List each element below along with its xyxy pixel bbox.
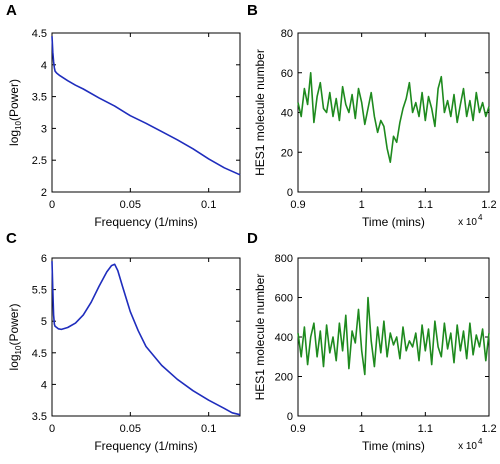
y-axis-label-d: HES1 molecule number bbox=[253, 274, 267, 401]
y-tick-label-b: 40 bbox=[281, 108, 293, 120]
y-tick-label-a: 3.5 bbox=[32, 92, 47, 104]
x-tick-label-b: 0.9 bbox=[290, 199, 305, 211]
x-tick-label-b: 1 bbox=[359, 199, 365, 211]
series-line-a bbox=[51, 36, 241, 176]
panel-letter-a: A bbox=[6, 2, 17, 19]
y-axis-label-b: HES1 molecule number bbox=[253, 49, 267, 176]
y-tick-label-d: 800 bbox=[275, 253, 293, 265]
x-tick-label-c: 0.05 bbox=[120, 423, 141, 435]
x-tick-label-c: 0.1 bbox=[201, 423, 216, 435]
y-tick-label-c: 6 bbox=[41, 253, 47, 265]
panel-letter-d: D bbox=[247, 230, 258, 247]
panel-b-chart: 0.9 1 1.1 1.2 0 20 40 60 80 Time (mins) HES1 molec… bbox=[253, 28, 497, 229]
panel-letter-b: B bbox=[247, 2, 258, 19]
axes-frame-d bbox=[297, 257, 490, 417]
x-tick-label-d: 1 bbox=[359, 423, 365, 435]
y-tick-label-a: 2.5 bbox=[32, 155, 47, 167]
y-tick-label-a: 4 bbox=[41, 60, 47, 72]
x-tick-label-a: 0.1 bbox=[201, 199, 216, 211]
y-tick-label-c: 5.5 bbox=[32, 285, 47, 297]
y-tick-label-c: 3.5 bbox=[32, 411, 47, 423]
x-tick-label-b: 1.2 bbox=[481, 199, 496, 211]
x-tick-label-a: 0 bbox=[49, 199, 55, 211]
x-axis-label-d: Time (mins) bbox=[362, 439, 425, 453]
y-tick-label-a: 3 bbox=[41, 123, 47, 135]
series-line-c bbox=[51, 261, 241, 416]
y-tick-label-b: 80 bbox=[281, 28, 293, 40]
x-tick-label-d: 1.2 bbox=[481, 423, 496, 435]
x-multiplier-d: x 10 bbox=[458, 441, 477, 452]
x-tick-label-d: 0.9 bbox=[290, 423, 305, 435]
y-tick-label-d: 0 bbox=[287, 411, 293, 423]
x-axis-label-b: Time (mins) bbox=[362, 215, 425, 229]
y-tick-label-d: 400 bbox=[275, 332, 293, 344]
y-tick-label-a: 2 bbox=[41, 187, 47, 199]
x-tick-label-b: 1.1 bbox=[418, 199, 433, 211]
x-tick-label-a: 0.05 bbox=[120, 199, 141, 211]
axes-frame-c bbox=[51, 257, 241, 417]
x-axis-label-c: Frequency (1/mins) bbox=[94, 439, 197, 453]
y-tick-label-d: 200 bbox=[275, 372, 293, 384]
x-tick-label-c: 0 bbox=[49, 423, 55, 435]
series-line-d bbox=[297, 296, 490, 376]
y-tick-label-a: 4.5 bbox=[32, 28, 47, 40]
x-multiplier-exp-d: 4 bbox=[478, 437, 483, 446]
panel-letter-c: C bbox=[6, 230, 17, 247]
axes-frame-a bbox=[51, 32, 241, 193]
series-line-b bbox=[297, 72, 490, 163]
x-tick-label-d: 1.1 bbox=[418, 423, 433, 435]
panel-d-chart: 0.9 1 1.1 1.2 0 200 400 600 800 Time (mins) HES1 m… bbox=[253, 253, 497, 453]
y-tick-label-d: 600 bbox=[275, 293, 293, 305]
y-axis-label-a: log10(Power) bbox=[7, 79, 23, 146]
y-tick-label-b: 20 bbox=[281, 147, 293, 159]
y-axis-label-c: log10(Power) bbox=[7, 304, 23, 371]
x-axis-label-a: Frequency (1/mins) bbox=[94, 215, 197, 229]
panel-c-chart: 0 0.05 0.1 3.5 4 4.5 5 5.5 6 Frequency (1/mins) lo… bbox=[7, 253, 241, 453]
y-tick-label-b: 60 bbox=[281, 68, 293, 80]
y-tick-label-b: 0 bbox=[287, 187, 293, 199]
y-tick-label-c: 4.5 bbox=[32, 348, 47, 360]
x-multiplier-exp-b: 4 bbox=[478, 213, 483, 222]
y-tick-label-c: 5 bbox=[41, 316, 47, 328]
x-multiplier-b: x 10 bbox=[458, 217, 477, 228]
y-tick-label-c: 4 bbox=[41, 379, 47, 391]
panel-a-chart: 0 0.05 0.1 2 2.5 3 3.5 4 4.5 Frequency (1/mins) lo… bbox=[7, 28, 241, 229]
